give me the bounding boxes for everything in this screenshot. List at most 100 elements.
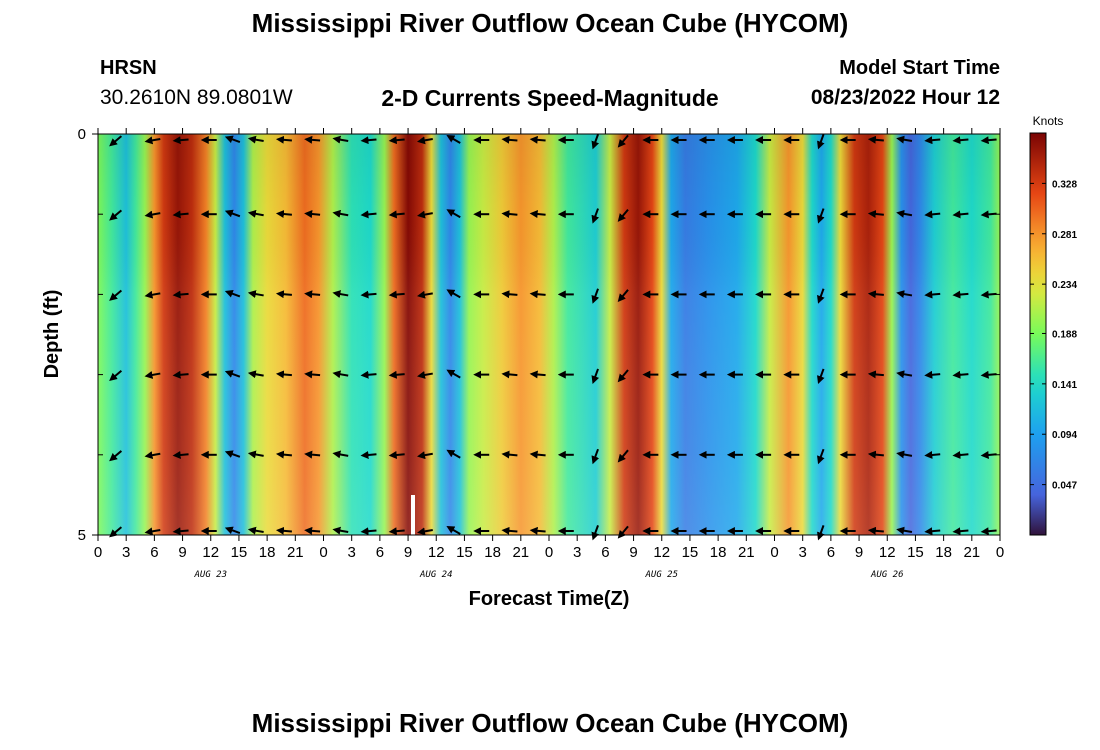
current-vector — [172, 527, 189, 536]
current-vector — [332, 370, 349, 379]
current-vector — [304, 210, 321, 219]
current-vector — [332, 450, 349, 459]
y-axis-label: Depth (ft) — [41, 290, 63, 379]
current-vector — [247, 450, 264, 459]
station-coords: 30.2610N 89.0801W — [100, 86, 293, 109]
current-vector — [867, 210, 884, 219]
chart-subtitle: 2-D Currents Speed-Magnitude — [381, 85, 719, 111]
x-tick-label: 0 — [996, 544, 1004, 561]
current-vector — [360, 450, 377, 459]
current-vector — [360, 136, 377, 145]
current-vector — [224, 526, 241, 535]
current-vector — [144, 136, 161, 145]
current-vector — [529, 135, 546, 144]
current-vectors — [109, 134, 997, 541]
x-tick-label: 15 — [907, 544, 924, 561]
x-axis: 0 3 6 9 12 15 18 21 0 3 6 9 12 15 18 21 0 3 6 9 12 15 18 21 0 3 6 9… — [94, 128, 1004, 580]
x-tick-label: 9 — [855, 544, 863, 561]
current-vector — [980, 370, 997, 379]
current-vector — [332, 290, 349, 298]
current-vector — [591, 448, 600, 465]
current-vector — [924, 370, 941, 379]
current-vector — [980, 136, 997, 145]
current-vector — [172, 136, 189, 145]
current-vector — [144, 451, 161, 460]
current-vector — [896, 290, 913, 298]
current-vector — [924, 210, 941, 219]
current-vector — [952, 450, 969, 459]
current-vector — [332, 135, 349, 144]
current-vector — [980, 210, 997, 219]
current-vector — [896, 209, 913, 218]
x-tick-label: 9 — [178, 544, 186, 561]
current-vector — [275, 526, 292, 535]
x-tick-label: 3 — [122, 544, 130, 561]
colorbar-tick-label: 0.281 — [1052, 230, 1077, 241]
current-vector — [332, 209, 349, 218]
x-tick-label: 18 — [259, 544, 276, 561]
current-vector — [109, 369, 123, 382]
current-vector — [109, 450, 123, 462]
current-vector — [388, 290, 405, 299]
current-vector — [304, 135, 321, 144]
x-tick-label: 6 — [827, 544, 835, 561]
current-vector — [501, 526, 518, 535]
x-tick-label: 0 — [94, 544, 102, 561]
current-vector — [247, 209, 264, 218]
current-vector — [332, 526, 349, 535]
x-tick-label: 21 — [512, 544, 529, 561]
current-vector — [275, 370, 292, 379]
chart-title: Mississippi River Outflow Ocean Cube (HY… — [251, 8, 849, 38]
current-vector — [247, 370, 264, 379]
x-tick-label: 15 — [682, 544, 699, 561]
depth-shading — [98, 134, 1000, 535]
x-tick-label: 12 — [653, 544, 670, 561]
day-label: AUG 26 — [870, 570, 904, 580]
current-vector — [896, 370, 913, 379]
current-vector — [304, 290, 321, 299]
current-vector — [360, 527, 377, 536]
current-vector — [501, 370, 518, 379]
current-vector — [529, 210, 546, 219]
footer-title: Mississippi River Outflow Ocean Cube (HY… — [251, 708, 849, 738]
colorbar-tick-label: 0.094 — [1052, 430, 1077, 441]
colorbar-tick-label: 0.328 — [1052, 179, 1077, 190]
current-vector — [980, 450, 997, 459]
day-label: AUG 23 — [193, 570, 227, 580]
current-vector — [924, 450, 941, 459]
current-vector — [952, 136, 969, 145]
current-vector — [591, 288, 600, 304]
current-vector — [109, 526, 123, 538]
x-tick-label: 6 — [601, 544, 609, 561]
current-vector — [172, 290, 189, 299]
current-vector — [224, 135, 241, 144]
current-vector — [144, 210, 161, 219]
x-tick-label: 0 — [770, 544, 778, 561]
x-tick-label: 12 — [428, 544, 445, 561]
current-vector — [247, 526, 264, 535]
current-vector — [417, 210, 433, 219]
x-tick-label: 21 — [287, 544, 304, 561]
x-tick-label: 3 — [799, 544, 807, 561]
x-tick-label: 21 — [738, 544, 755, 561]
current-vector — [817, 134, 825, 150]
current-vector — [501, 135, 518, 144]
x-tick-label: 18 — [710, 544, 727, 561]
current-vector — [617, 369, 629, 383]
current-vector — [952, 210, 969, 219]
x-tick-label: 3 — [573, 544, 581, 561]
current-vector — [817, 208, 825, 224]
current-vector — [617, 525, 629, 539]
colorbar-tick-label: 0.047 — [1052, 481, 1077, 492]
current-vector — [304, 370, 321, 379]
current-vector — [172, 370, 189, 379]
x-tick-label: 15 — [456, 544, 473, 561]
current-vector — [867, 450, 884, 459]
current-vector — [924, 290, 941, 299]
y-tick-label: 5 — [78, 527, 86, 544]
colorbar-tick-label: 0.188 — [1052, 329, 1077, 340]
model-start-label: Model Start Time — [839, 57, 1000, 79]
current-vector — [501, 450, 518, 459]
current-vector — [446, 369, 461, 379]
